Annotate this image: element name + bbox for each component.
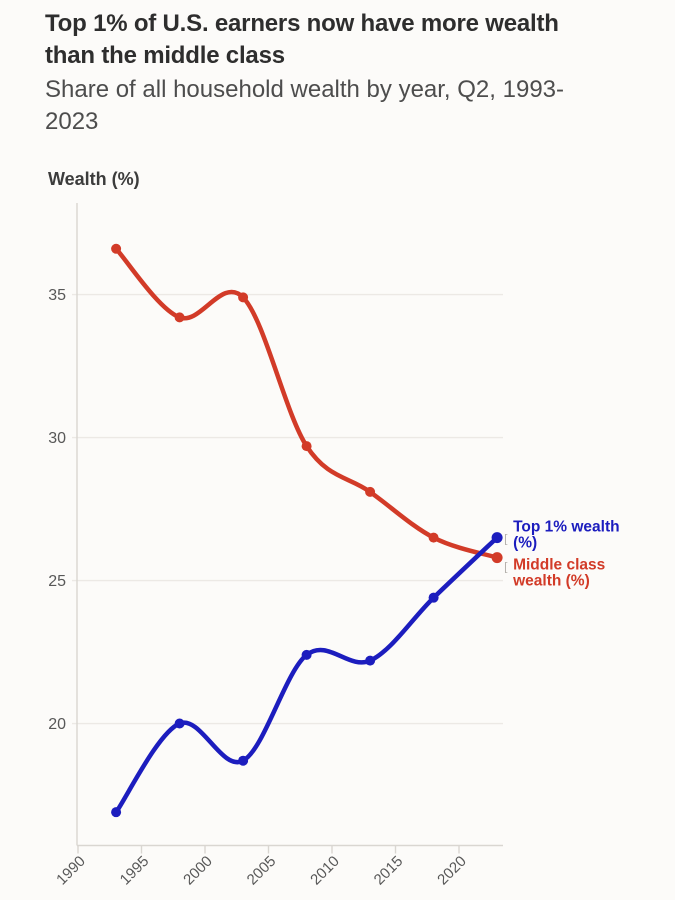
data-point-middle-class-wealth-2008 <box>301 441 312 452</box>
series-end-label-middle-class-wealth-line-1: Middle class <box>513 557 605 574</box>
data-point-middle-class-wealth-2003 <box>238 292 249 303</box>
data-point-middle-class-wealth-1993 <box>111 243 122 254</box>
data-point-middle-class-wealth-2018 <box>428 532 439 543</box>
series-end-label-middle-class-wealth-line-2: wealth (%) <box>512 573 590 590</box>
data-point-top-1-wealth-2013 <box>365 655 376 666</box>
x-tick-label-2015: 2015 <box>371 853 407 889</box>
data-point-top-1-wealth-2008 <box>301 649 312 660</box>
series-end-label-top-1-wealth-line-1: Top 1% wealth <box>513 519 620 536</box>
data-point-middle-class-wealth-2023 <box>491 552 503 564</box>
data-point-top-1-wealth-1993 <box>111 807 122 818</box>
x-tick-label-1990: 1990 <box>53 853 89 889</box>
series-end-label-top-1-wealth-line-2: (%) <box>513 535 537 552</box>
chart-header: Top 1% of U.S. earners now have more wea… <box>45 8 645 138</box>
y-tick-label-30: 30 <box>48 430 66 447</box>
series-line-top-1-wealth <box>113 535 500 815</box>
data-point-top-1-wealth-2018 <box>428 592 439 603</box>
x-tick-label-2020: 2020 <box>434 853 470 889</box>
y-tick-label-20: 20 <box>48 716 66 733</box>
data-point-top-1-wealth-2003 <box>238 755 249 766</box>
data-point-middle-class-wealth-1998 <box>174 312 185 323</box>
x-tick-label-2000: 2000 <box>180 853 216 889</box>
data-point-middle-class-wealth-2013 <box>365 486 376 497</box>
y-tick-label-35: 35 <box>48 287 66 304</box>
y-tick-label-25: 25 <box>48 573 66 590</box>
chart-title-line-2: than the middle class <box>45 42 285 69</box>
chart-subtitle: Share of all household wealth by year, Q… <box>45 74 645 138</box>
data-point-top-1-wealth-2023 <box>491 532 503 544</box>
y-axis-title: Wealth (%) <box>48 169 140 189</box>
leader-bracket-middle-class-wealth: [ <box>504 560 508 574</box>
x-tick-label-2010: 2010 <box>307 853 343 889</box>
chart-subtitle-line-1: Share of all household wealth by year, Q… <box>45 76 564 103</box>
chart-title-line-1: Top 1% of U.S. earners now have more wea… <box>45 10 559 37</box>
leader-bracket-top-1-wealth: [ <box>504 532 508 546</box>
x-tick-label-2005: 2005 <box>244 853 280 889</box>
x-tick-label-1995: 1995 <box>117 853 153 889</box>
chart-subtitle-line-2: 2023 <box>45 108 99 135</box>
data-point-top-1-wealth-1998 <box>174 718 185 729</box>
